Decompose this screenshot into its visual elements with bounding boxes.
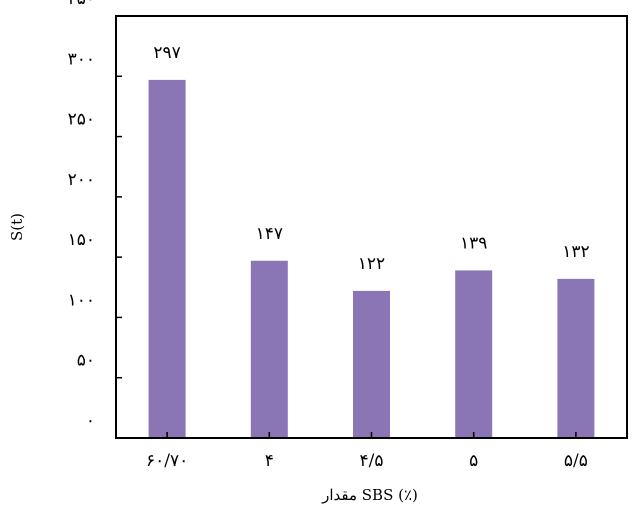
bar-2 xyxy=(353,290,390,438)
x-tick-label-1: ۴ xyxy=(265,451,274,471)
y-tick-label-4: ۲۰۰ xyxy=(68,170,95,190)
x-axis-ticks: ۶۰/۷۰ ۴ ۴/۵ ۵ ۵/۵ xyxy=(146,432,588,471)
bar-value-label-0: ۲۹۷ xyxy=(153,43,180,63)
y-tick-label-5: ۲۵۰ xyxy=(68,110,95,130)
bar-1 xyxy=(250,260,288,438)
x-tick-label-2: ۴/۵ xyxy=(360,451,384,471)
x-tick-label-3: ۵ xyxy=(469,451,478,471)
y-axis-title: S(t) xyxy=(8,213,26,241)
y-tick-label-7: ۳۵۰ xyxy=(68,0,95,9)
bar-value-label-4: ۱۳۲ xyxy=(562,242,589,262)
bar-value-label-1: ۱۴۷ xyxy=(256,224,283,244)
bar-3 xyxy=(455,270,493,438)
bar-value-label-3: ۱۳۹ xyxy=(460,233,487,253)
y-axis-ticks: ۰ ۵۰ ۱۰۰ ۱۵۰ ۲۰۰ ۲۵۰ ۳۰۰ ۳۵۰ xyxy=(68,0,122,439)
x-tick-label-4: ۵/۵ xyxy=(564,451,588,471)
bars-group xyxy=(148,79,595,438)
bar-4 xyxy=(557,278,595,438)
value-labels-group: ۲۹۷ ۱۴۷ ۱۲۲ ۱۳۹ ۱۳۲ xyxy=(153,43,589,274)
y-tick-label-2: ۱۰۰ xyxy=(68,290,95,310)
plot-frame xyxy=(115,15,628,439)
y-tick-label-1: ۵۰ xyxy=(77,351,95,371)
bar-0 xyxy=(148,79,186,438)
x-axis-title: مقدار SBS (٪) xyxy=(321,486,418,504)
bar-value-label-2: ۱۲۲ xyxy=(358,254,385,274)
y-tick-label-0: ۰ xyxy=(86,411,95,431)
x-tick-label-0: ۶۰/۷۰ xyxy=(146,451,188,471)
y-tick-label-6: ۳۰۰ xyxy=(68,49,95,69)
y-tick-label-3: ۱۵۰ xyxy=(68,230,95,250)
